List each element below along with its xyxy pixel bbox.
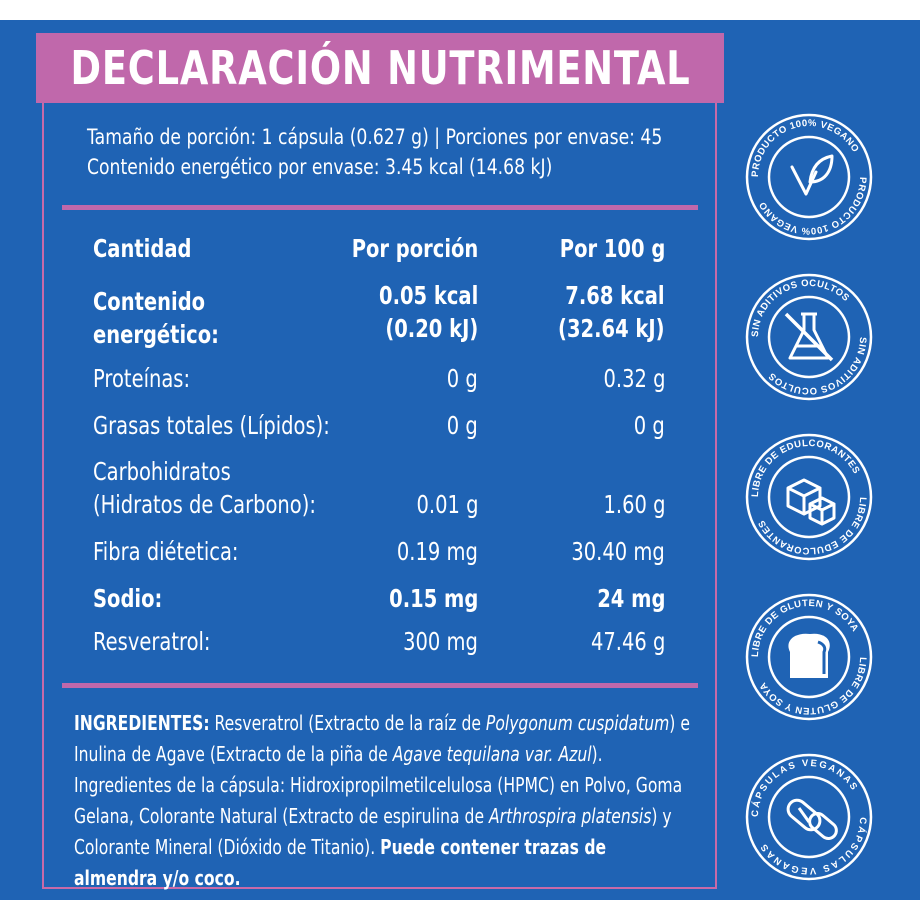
row-per-serving: 0 g [447,411,478,440]
row-label: Fibra diétetica: [93,537,239,566]
row-per-serving: 0.01 g [416,490,478,519]
header-cantidad: Cantidad [93,234,192,263]
divider-bottom [62,683,698,688]
flask-crossed-icon [784,312,834,362]
serving-info: Tamaño de porción: 1 cápsula (0.627 g) |… [87,122,662,182]
allergen-warning: Puede contener trazas de almendra y/o co… [74,835,607,890]
badge-vegan-product: PRODUCTO 100% VEGANO PRODUCTO 100% VEGAN… [744,112,874,242]
header-por-porcion: Por porción [351,234,478,263]
row-per-serving: 0.05 kcal (0.20 kJ) [378,281,478,343]
row-per-serving: 0.19 mg [397,537,478,566]
energy-per-package-line: Contenido energético por envase: 3.45 kc… [87,155,553,179]
badge-no-sweeteners: LIBRE DE EDULCORANTES LIBRE DE EDULCORAN… [744,432,874,562]
row-per-serving: 0.15 mg [388,584,478,613]
background [0,20,920,900]
page-title: DECLARACIÓN NUTRIMENTAL [70,41,691,95]
bread-icon [788,633,830,678]
badge-gluten-soy-free: LIBRE DE GLUTEN Y SOYA LIBRE DE GLUTEN Y… [744,592,874,722]
row-per-100g: 47.46 g [590,627,665,656]
divider-top [62,205,698,210]
row-per-100g: 24 mg [596,584,665,613]
serving-size-line: Tamaño de porción: 1 cápsula (0.627 g) |… [87,125,663,149]
sugar-cubes-icon [786,478,836,526]
leaf-icon [790,154,834,196]
row-label: Sodio: [93,584,163,613]
row-per-100g: 7.68 kcal (32.64 kJ) [558,281,665,343]
row-label: Contenido energético: [93,287,219,349]
ingredients-heading: INGREDIENTES: [74,711,210,735]
row-label: Grasas totales (Lípidos): [93,411,330,440]
header-por-100g: Por 100 g [559,234,665,263]
row-per-serving: 300 mg [403,627,478,656]
badge-no-additives: SIN ADITIVOS OCULTOS SIN ADITIVOS OCULTO… [744,272,874,402]
row-label: Proteínas: [93,364,191,393]
ingredients-text: INGREDIENTES: Resveratrol (Extracto de l… [74,711,690,890]
row-label: Carbohidratos (Hidratos de Carbono): [93,457,316,519]
row-label: Resveratrol: [93,627,211,656]
row-per-serving: 0 g [447,364,478,393]
title-bar: DECLARACIÓN NUTRIMENTAL [36,33,724,103]
row-per-100g: 1.60 g [603,490,665,519]
row-per-100g: 30.40 mg [571,537,665,566]
badge-vegan-capsules: CÁPSULAS VEGANAS CÁPSULAS VEGANAS [744,752,874,882]
capsule-icon [786,798,838,840]
row-per-100g: 0.32 g [603,364,665,393]
row-per-100g: 0 g [634,411,665,440]
